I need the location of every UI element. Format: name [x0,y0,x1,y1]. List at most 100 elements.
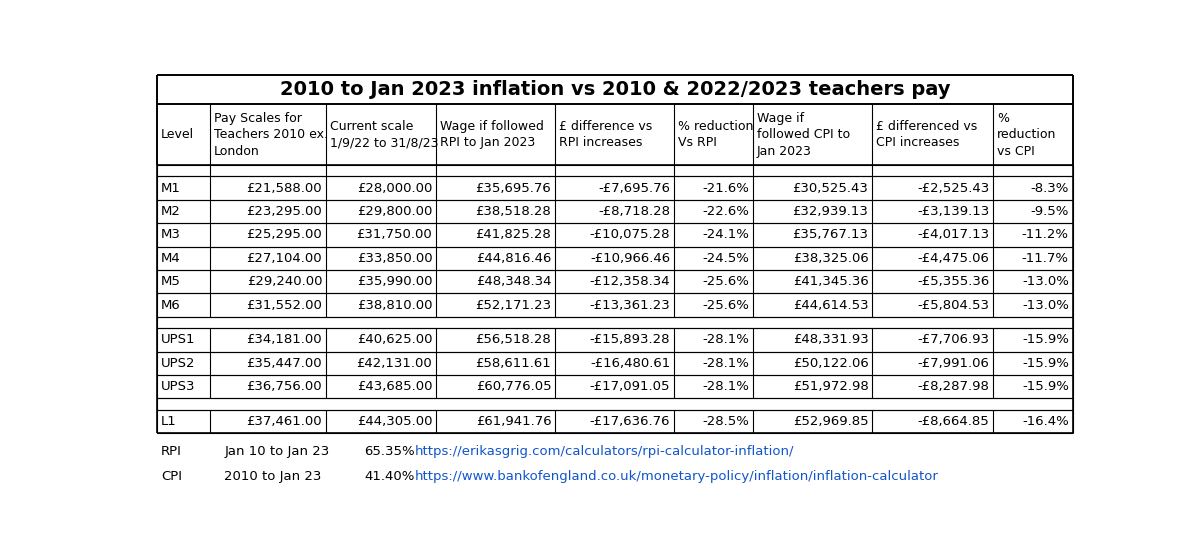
Text: 41.40%: 41.40% [364,470,414,483]
Text: £ differenced vs
CPI increases: £ differenced vs CPI increases [876,120,977,149]
Text: -25.6%: -25.6% [703,275,750,288]
Text: £44,614.53: £44,614.53 [793,298,869,312]
Text: -13.0%: -13.0% [1022,298,1069,312]
Text: £35,447.00: £35,447.00 [246,357,323,370]
Text: -£5,804.53: -£5,804.53 [918,298,990,312]
Text: £61,941.76: £61,941.76 [475,415,551,428]
Text: -11.2%: -11.2% [1022,229,1069,241]
Text: £21,588.00: £21,588.00 [246,182,323,195]
Text: -13.0%: -13.0% [1022,275,1069,288]
Text: -24.5%: -24.5% [703,252,750,265]
Text: £41,825.28: £41,825.28 [475,229,551,241]
Text: £52,969.85: £52,969.85 [793,415,869,428]
Text: -£15,893.28: -£15,893.28 [589,334,670,346]
Text: £43,685.00: £43,685.00 [356,380,432,393]
Text: -£8,664.85: -£8,664.85 [918,415,990,428]
Text: % reduction
Vs RPI: % reduction Vs RPI [678,120,754,149]
Text: £30,525.43: £30,525.43 [792,182,869,195]
Text: -£17,636.76: -£17,636.76 [589,415,670,428]
Text: £34,181.00: £34,181.00 [246,334,323,346]
Text: -24.1%: -24.1% [703,229,750,241]
Text: £33,850.00: £33,850.00 [356,252,432,265]
Text: -£17,091.05: -£17,091.05 [589,380,670,393]
Text: £38,810.00: £38,810.00 [356,298,432,312]
Text: £28,000.00: £28,000.00 [356,182,432,195]
Text: -£4,475.06: -£4,475.06 [918,252,990,265]
Text: UPS1: UPS1 [161,334,196,346]
Text: £48,348.34: £48,348.34 [475,275,551,288]
Text: Pay Scales for
Teachers 2010 ex.
London: Pay Scales for Teachers 2010 ex. London [214,111,328,158]
Text: -£7,991.06: -£7,991.06 [918,357,990,370]
Text: RPI: RPI [161,445,182,458]
Text: £60,776.05: £60,776.05 [475,380,551,393]
Text: £35,767.13: £35,767.13 [792,229,869,241]
Text: £35,990.00: £35,990.00 [356,275,432,288]
Text: -28.5%: -28.5% [703,415,750,428]
Text: -£10,966.46: -£10,966.46 [590,252,670,265]
Text: £37,461.00: £37,461.00 [246,415,323,428]
Text: 65.35%: 65.35% [364,445,414,458]
Text: £58,611.61: £58,611.61 [475,357,551,370]
Text: £52,171.23: £52,171.23 [475,298,551,312]
Text: £23,295.00: £23,295.00 [246,205,323,218]
Text: -£5,355.36: -£5,355.36 [917,275,990,288]
Text: 2010 to Jan 2023 inflation vs 2010 & 2022/2023 teachers pay: 2010 to Jan 2023 inflation vs 2010 & 202… [280,80,950,99]
Text: M6: M6 [161,298,181,312]
Text: £51,972.98: £51,972.98 [793,380,869,393]
Text: £31,750.00: £31,750.00 [356,229,432,241]
Text: -15.9%: -15.9% [1022,380,1069,393]
Text: £29,240.00: £29,240.00 [247,275,323,288]
Text: £32,939.13: £32,939.13 [792,205,869,218]
Text: Current scale
1/9/22 to 31/8/23: Current scale 1/9/22 to 31/8/23 [330,120,438,149]
Text: Wage if followed
RPI to Jan 2023: Wage if followed RPI to Jan 2023 [439,120,544,149]
Text: -9.5%: -9.5% [1031,205,1069,218]
Text: -£2,525.43: -£2,525.43 [917,182,990,195]
Text: Jan 10 to Jan 23: Jan 10 to Jan 23 [224,445,330,458]
Text: -£3,139.13: -£3,139.13 [917,205,990,218]
Text: Wage if
followed CPI to
Jan 2023: Wage if followed CPI to Jan 2023 [757,111,850,158]
Text: -£7,695.76: -£7,695.76 [598,182,670,195]
Text: -28.1%: -28.1% [703,357,750,370]
Text: -£8,718.28: -£8,718.28 [598,205,670,218]
Text: £44,305.00: £44,305.00 [356,415,432,428]
Text: M2: M2 [161,205,181,218]
Text: £40,625.00: £40,625.00 [356,334,432,346]
Text: £42,131.00: £42,131.00 [356,357,432,370]
Text: -£12,358.34: -£12,358.34 [589,275,670,288]
Text: -16.4%: -16.4% [1022,415,1069,428]
Text: Level: Level [161,128,194,141]
Text: M3: M3 [161,229,181,241]
Text: -22.6%: -22.6% [703,205,750,218]
Text: 2010 to Jan 23: 2010 to Jan 23 [224,470,322,483]
Text: £ difference vs
RPI increases: £ difference vs RPI increases [559,120,652,149]
Text: -£10,075.28: -£10,075.28 [589,229,670,241]
Text: -£13,361.23: -£13,361.23 [589,298,670,312]
Text: https://www.bankofengland.co.uk/monetary-policy/inflation/inflation-calculator: https://www.bankofengland.co.uk/monetary… [415,470,938,483]
Text: L1: L1 [161,415,176,428]
Text: %
reduction
vs CPI: % reduction vs CPI [997,111,1056,158]
Text: -£8,287.98: -£8,287.98 [918,380,990,393]
Text: £38,325.06: £38,325.06 [793,252,869,265]
Text: £35,695.76: £35,695.76 [475,182,551,195]
Text: UPS2: UPS2 [161,357,196,370]
Text: £50,122.06: £50,122.06 [793,357,869,370]
Text: £41,345.36: £41,345.36 [793,275,869,288]
Text: M4: M4 [161,252,181,265]
Text: M5: M5 [161,275,181,288]
Text: UPS3: UPS3 [161,380,196,393]
Text: £48,331.93: £48,331.93 [793,334,869,346]
Text: -£7,706.93: -£7,706.93 [918,334,990,346]
Text: -15.9%: -15.9% [1022,357,1069,370]
Text: £31,552.00: £31,552.00 [246,298,323,312]
Text: -21.6%: -21.6% [703,182,750,195]
Text: £29,800.00: £29,800.00 [356,205,432,218]
Text: -28.1%: -28.1% [703,380,750,393]
Text: -8.3%: -8.3% [1031,182,1069,195]
Text: £36,756.00: £36,756.00 [246,380,323,393]
Text: -£16,480.61: -£16,480.61 [590,357,670,370]
Text: -28.1%: -28.1% [703,334,750,346]
Text: £38,518.28: £38,518.28 [475,205,551,218]
Text: -11.7%: -11.7% [1022,252,1069,265]
Text: -15.9%: -15.9% [1022,334,1069,346]
Text: -£4,017.13: -£4,017.13 [918,229,990,241]
